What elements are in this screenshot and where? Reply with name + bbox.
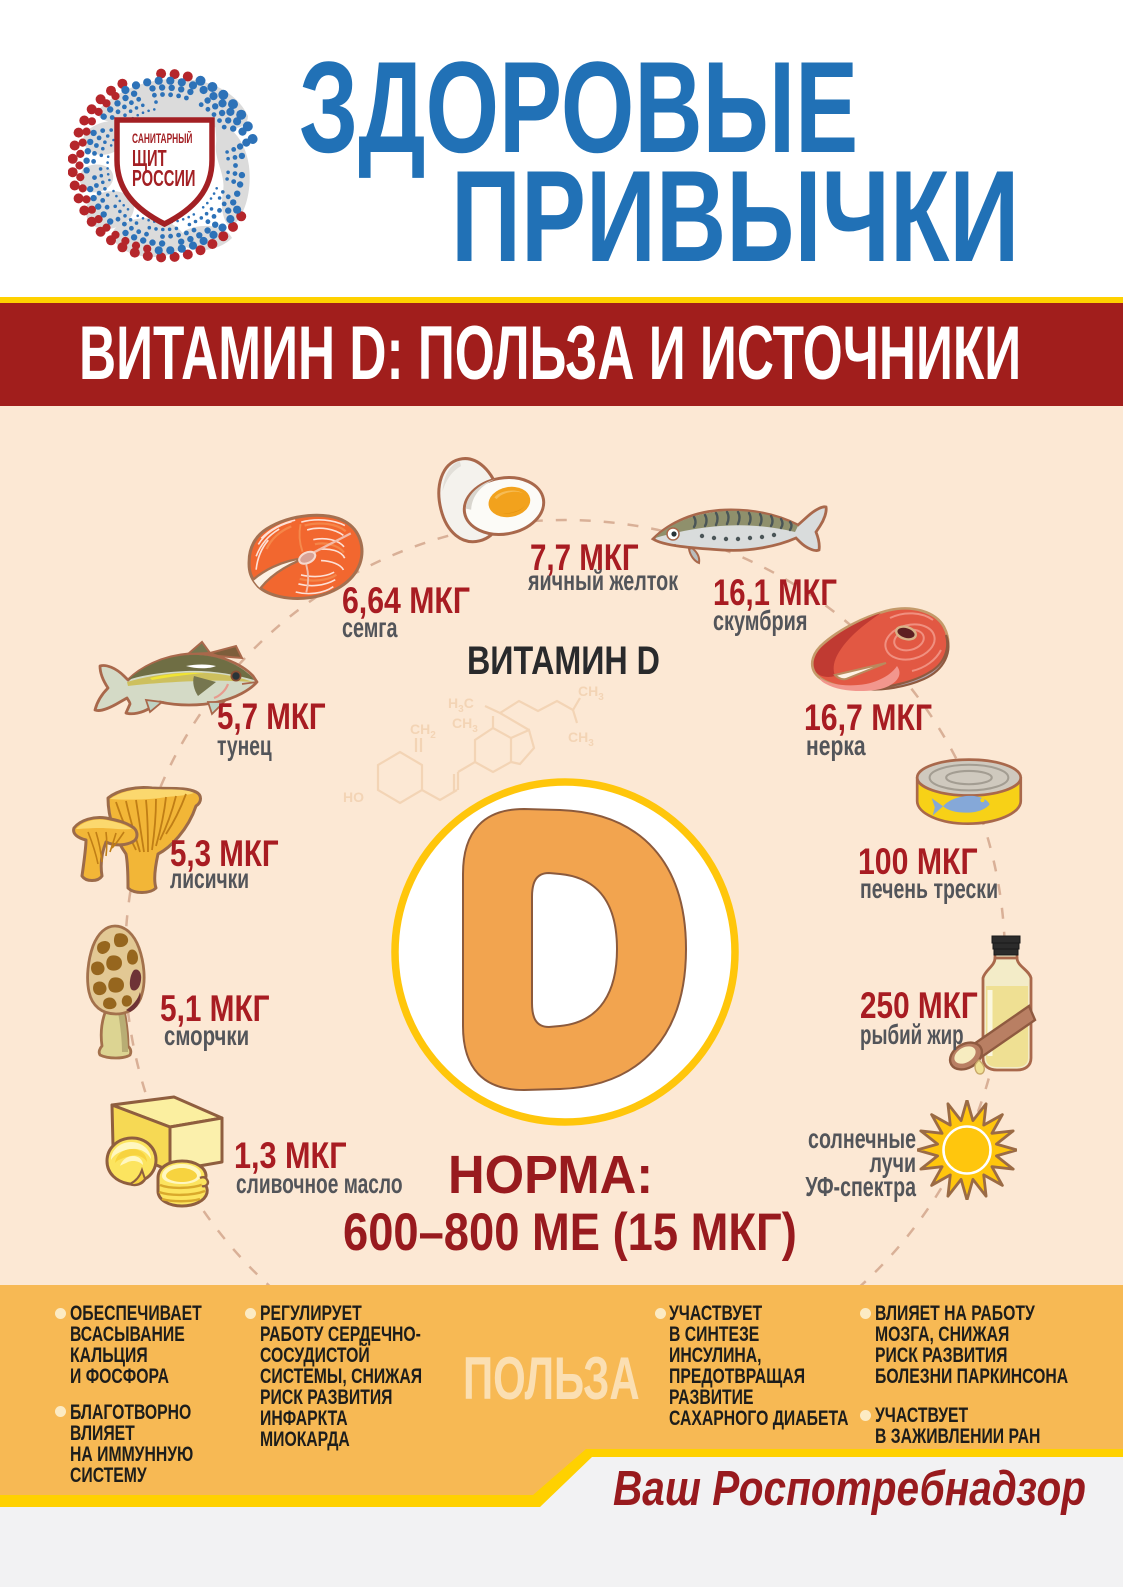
svg-text:CH3: CH3 <box>568 729 594 749</box>
svg-text:HO: HO <box>343 789 364 805</box>
svg-text:H3C: H3C <box>448 695 474 715</box>
svg-text:CH3: CH3 <box>452 715 478 735</box>
svg-text:CH3: CH3 <box>578 683 604 703</box>
svg-text:CH2: CH2 <box>410 721 436 741</box>
